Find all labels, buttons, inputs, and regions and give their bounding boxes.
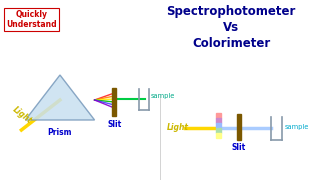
Bar [237, 114, 241, 140]
Text: Slit: Slit [107, 120, 122, 129]
Text: sample: sample [284, 124, 309, 130]
Bar [216, 133, 221, 138]
Text: Light: Light [167, 123, 189, 132]
Bar [216, 128, 221, 133]
Bar [216, 118, 221, 123]
Text: Quickly
Understand: Quickly Understand [6, 10, 57, 29]
Polygon shape [25, 75, 95, 120]
Text: Prism: Prism [48, 128, 72, 137]
Text: Spectrophotometer
Vs
Colorimeter: Spectrophotometer Vs Colorimeter [166, 5, 296, 50]
Bar [112, 88, 116, 116]
Text: Light: Light [11, 105, 33, 125]
Bar [216, 123, 221, 128]
Text: sample: sample [151, 93, 175, 99]
Bar [216, 113, 221, 118]
Text: Slit: Slit [232, 143, 246, 152]
